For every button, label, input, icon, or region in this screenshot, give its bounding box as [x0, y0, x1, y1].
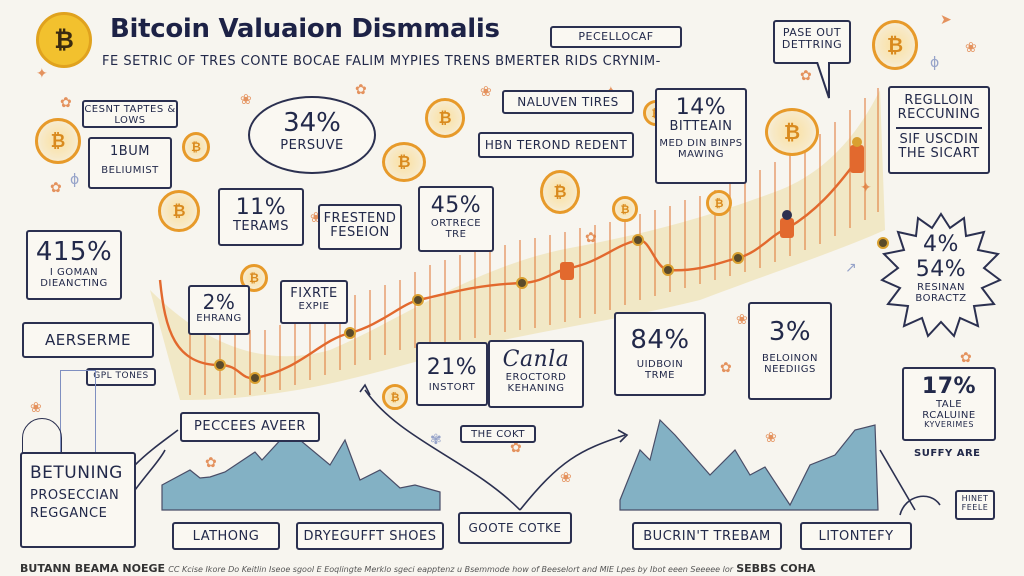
bitcoin-coin-icon: ₿ [240, 264, 268, 292]
bitcoin-logo-icon: ₿ [36, 12, 92, 68]
callout-gpl-tones: GPL TONES [86, 368, 156, 386]
callout-14pct: 14% BITTEAIN MED DIN BINPS MAWING [655, 88, 747, 184]
bottom-label-3: BUCRIN'T TREBAM [632, 522, 782, 550]
callout-11pct: 11% TERAMS [218, 188, 304, 246]
footer: BUTANN BEAMA NOEGE CC Kcise Ikore Do Kei… [20, 562, 816, 575]
callout-21pct: 21% INSTORT [416, 342, 488, 406]
bottom-label-4: LITONTEFY [800, 522, 912, 550]
bitcoin-coin-icon: ₿ [158, 190, 200, 232]
callout-pecees: PECCEES AVEER [180, 412, 320, 442]
callout-2pct: 2% EHRANG [188, 285, 250, 335]
callout-the-cokt: THE COKT [460, 425, 536, 443]
bitcoin-coin-icon: ₿ [35, 118, 81, 164]
callout-hinet-feele: HINET FEELE [955, 490, 995, 520]
bitcoin-coin-icon: ₿ [765, 108, 819, 156]
callout-reglloin: REGLLOIN RECCUNING SIF USCDIN THE SICART [888, 86, 990, 174]
bitcoin-coin-icon: ₿ [612, 196, 638, 222]
bitcoin-coin-icon: ₿ [382, 142, 426, 182]
label-suffy-are: SUFFY ARE [914, 448, 981, 459]
callout-hbn-trend: HBN TEROND REDENT [478, 132, 634, 158]
bottom-label-1: DRYEGUFFT SHOES [296, 522, 444, 550]
callout-84pct: 84% UIDBOIN TRME [614, 312, 706, 396]
callout-45pct: 45% ORTRECE TRE [418, 186, 494, 252]
callout-bum: 1BUM BELIUMIST [88, 137, 172, 189]
callout-frested: FRESTEND FESEION [318, 204, 402, 250]
speech-bubble-34: 34% PERSUVE [248, 96, 376, 174]
callout-17pct: 17% TALE RCALUINE KYVERIMES [902, 367, 996, 441]
callout-naluven: NALUVEN TIRES [502, 90, 634, 114]
bitcoin-coin-icon: ₿ [382, 384, 408, 410]
bitcoin-coin-icon: ₿ [872, 20, 918, 70]
callout-415pct: 415% I GOMAN DIEANCTING [26, 230, 122, 300]
callout-betuning: BETUNING PROSECCIAN REGGANCE [20, 452, 136, 548]
sketch-device-icon [60, 370, 96, 465]
starburst-4-54 [880, 212, 1002, 338]
callout-canla: Canla EROCTORD KEHANING [488, 340, 584, 408]
bitcoin-coin-icon: ₿ [706, 190, 732, 216]
bitcoin-coin-icon: ₿ [540, 170, 580, 214]
callout-fixrte: FIXRTE EXPIE [280, 280, 348, 324]
callout-pase-out: PASE OUT DETTRING [773, 20, 851, 64]
starburst-text: 4% 54% RESINAN BORACTZ [915, 232, 967, 304]
callout-aerserme: AERSERME [22, 322, 154, 358]
bitcoin-coin-icon: ₿ [425, 98, 465, 138]
callout-cesnt-tapes: CESNT TAPTES & LOWS [82, 100, 178, 128]
page-title: Bitcoin Valuaion Dismmalis [110, 14, 500, 44]
callout-3pct: 3% BELOINON NEEDIIGS [748, 302, 832, 400]
page-subtitle: FE SETRIC OF TRES CONTE BOCAE FALIM MYPI… [102, 54, 661, 69]
tag-box: PECELLOCAF [550, 26, 682, 48]
bottom-label-2: GOOTE COTKE [458, 512, 572, 544]
bitcoin-coin-icon: ₿ [182, 132, 210, 162]
bottom-label-0: LATHONG [172, 522, 280, 550]
